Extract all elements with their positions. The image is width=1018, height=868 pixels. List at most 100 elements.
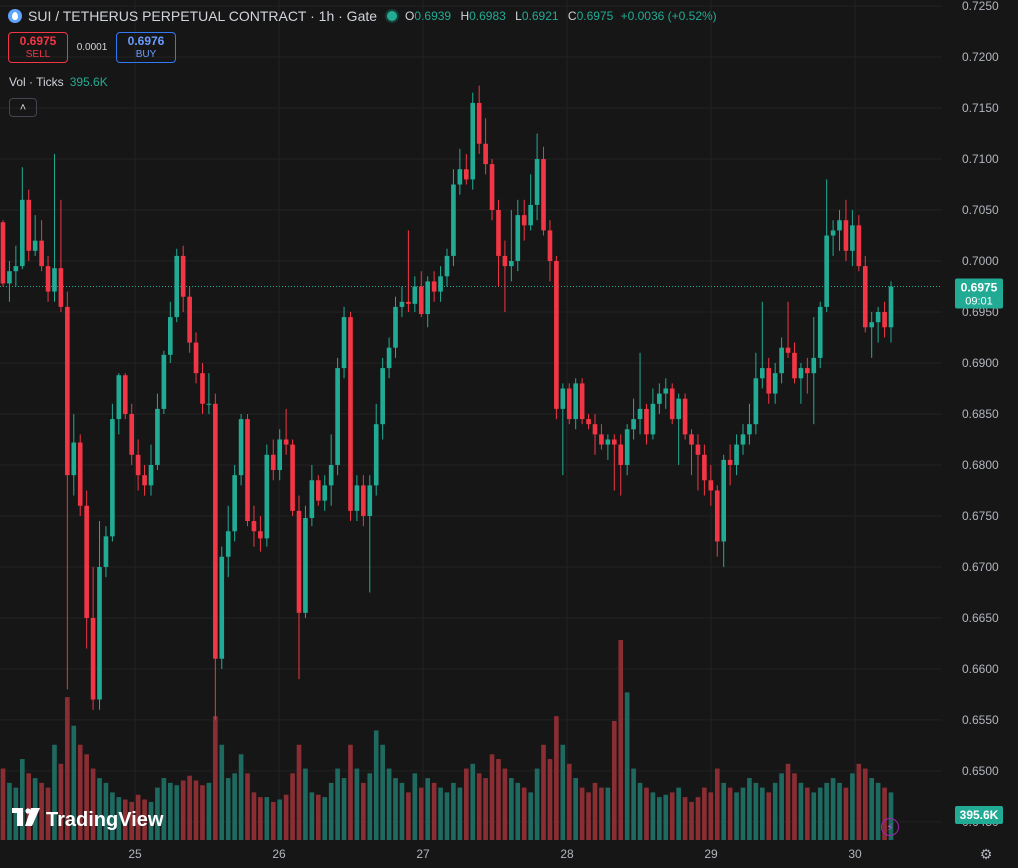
volume-bar: [714, 768, 720, 840]
price-tick-label: 0.6850: [962, 407, 999, 421]
volume-bar: [611, 720, 617, 840]
volume-bar: [71, 725, 77, 840]
volume-bar: [110, 792, 115, 840]
candle-body: [695, 444, 701, 455]
candle-body: [631, 419, 636, 430]
volume-bar: [689, 801, 694, 840]
candle-body: [496, 210, 501, 256]
volume-bar: [875, 782, 881, 840]
volume-bar: [644, 787, 649, 840]
volume-bar: [180, 780, 186, 840]
change-value: +0.0036 (+0.52%): [620, 9, 717, 23]
volume-bar: [534, 768, 540, 840]
candle-body: [862, 266, 868, 328]
price-tick-label: 0.6750: [962, 509, 999, 523]
candle-body: [309, 480, 315, 518]
volume-bar: [528, 792, 533, 840]
candle-body: [122, 375, 128, 414]
candle-body: [811, 357, 817, 374]
chevron-up-icon: ˄: [19, 101, 27, 114]
candle-body: [521, 215, 527, 226]
candle-body: [251, 521, 257, 532]
volume-bar: [26, 773, 32, 840]
candle-body: [644, 408, 649, 435]
volume-bar: [830, 778, 836, 840]
sell-price: 0.6975: [19, 33, 57, 48]
volume-bar: [676, 787, 681, 840]
candle-body: [766, 368, 772, 394]
volume-bar: [856, 763, 862, 840]
candle-body: [425, 281, 431, 315]
candle-body: [19, 199, 25, 267]
candle-body: [225, 531, 231, 557]
collapse-legend-button[interactable]: ˄: [9, 98, 37, 117]
volume-bar: [77, 744, 83, 840]
volume-bar: [328, 782, 334, 840]
candle-body: [13, 266, 19, 272]
candle-body: [167, 317, 173, 355]
candle-body: [837, 220, 842, 231]
volume-bar: [367, 773, 373, 840]
volume-bar: [663, 794, 669, 840]
buy-price: 0.6976: [127, 33, 165, 48]
candle-body: [528, 204, 533, 226]
volume-bar: [637, 782, 643, 840]
volume-bar: [541, 744, 546, 840]
chart-title[interactable]: SUI / TETHERUS PERPETUAL CONTRACT · 1h ·…: [28, 8, 378, 24]
tradingview-logo[interactable]: TradingView: [12, 808, 163, 832]
volume-bar: [792, 773, 797, 840]
time-tick-label: 27: [416, 847, 430, 861]
buy-button[interactable]: 0.6976 BUY: [116, 32, 176, 63]
candle-body: [785, 347, 791, 353]
candle-body: [180, 255, 186, 297]
candle-body: [592, 424, 598, 435]
price-tick-label: 0.7100: [962, 152, 999, 166]
volume-bar: [380, 744, 385, 840]
candle-body: [534, 159, 540, 205]
volume-bar: [348, 744, 353, 840]
volume-bar: [354, 768, 360, 840]
volume-bar: [187, 775, 192, 840]
volume-bar: [502, 768, 508, 840]
gear-icon[interactable]: ⚙: [979, 845, 993, 862]
buy-label: BUY: [135, 48, 157, 60]
candle-body: [792, 352, 797, 379]
volume-bar: [772, 782, 778, 840]
candle-body: [348, 317, 353, 511]
candle-body: [380, 368, 385, 425]
volume-bar: [824, 782, 829, 840]
candle-body: [605, 439, 611, 445]
volume-bar: [251, 792, 257, 840]
candle-body: [624, 429, 630, 465]
sui-drop-icon[interactable]: [8, 9, 22, 23]
volume-bar: [566, 763, 572, 840]
market-open-status-icon[interactable]: [387, 11, 398, 21]
candle-body: [322, 485, 328, 501]
candle-body: [84, 505, 89, 618]
volume-bar: [451, 782, 456, 840]
volume-bar: [277, 799, 283, 840]
volume-legend[interactable]: Vol · Ticks 395.6K: [9, 75, 108, 89]
candle-body: [52, 268, 57, 292]
sell-button[interactable]: 0.6975 SELL: [8, 32, 68, 63]
lightning-icon[interactable]: ⚡: [881, 818, 899, 836]
candle-body: [657, 393, 662, 404]
candle-body: [406, 301, 411, 304]
volume-bar: [425, 778, 431, 840]
candle-body: [463, 169, 469, 180]
candle-body: [689, 434, 694, 445]
candle-body: [579, 383, 585, 420]
volume-bar: [148, 801, 154, 840]
volume-bar: [850, 773, 855, 840]
candle-body: [26, 199, 32, 251]
candle-body: [361, 485, 366, 516]
axes[interactable]: 0.7250 0.7200 0.7150 0.7100 0.7050 0.7000 0.69…: [128, 0, 1003, 861]
candle-body: [714, 490, 720, 542]
candle-body: [727, 459, 733, 465]
volume-bar: [399, 782, 405, 840]
candle-body: [174, 255, 180, 318]
close-value: 0.6975: [576, 9, 614, 23]
candle-body: [560, 388, 566, 409]
volume-bar: [270, 801, 276, 840]
